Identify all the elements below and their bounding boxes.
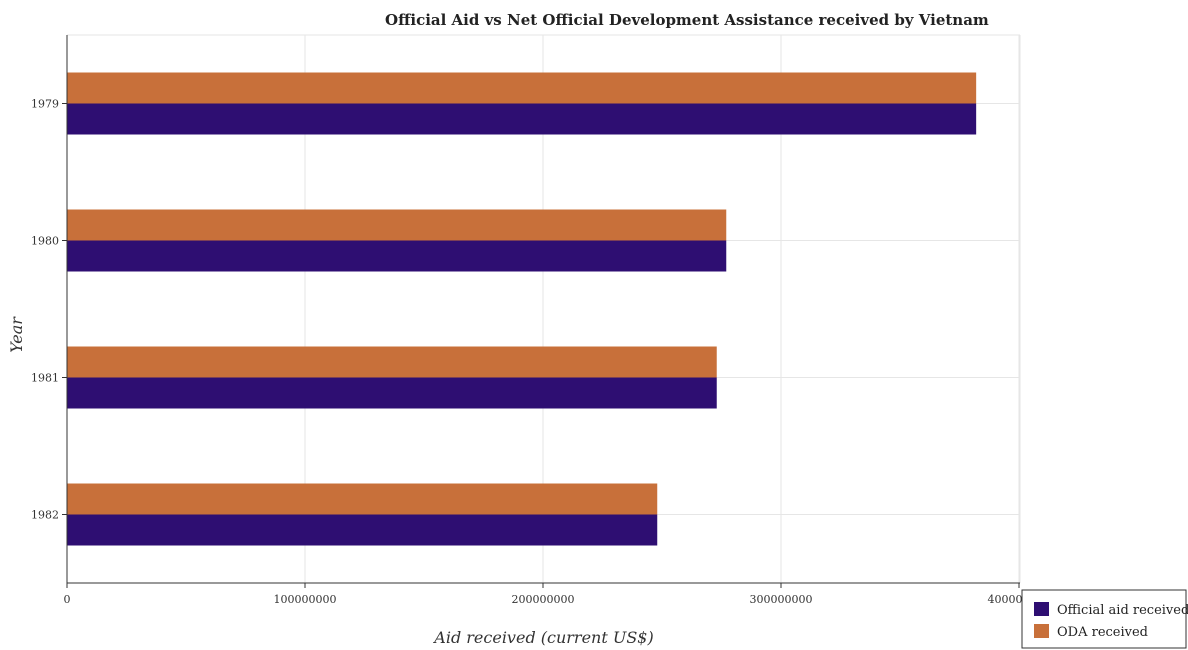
bar-official-aid-1982: [67, 514, 658, 546]
y-tick-label: 1981: [31, 372, 59, 385]
bar-oda-1981: [67, 346, 717, 378]
y-tick-label: 1979: [31, 98, 59, 111]
x-tick-label: 200000000: [512, 593, 575, 606]
x-tick-label: 100000000: [274, 593, 337, 606]
bar-official-aid-1980: [67, 240, 727, 272]
bar-official-aid-1979: [67, 103, 977, 135]
legend-label: Official aid received: [1057, 603, 1188, 618]
legend: Official aid received ODA received: [1021, 589, 1188, 649]
bar-oda-1980: [67, 209, 727, 241]
x-axis: 0 100000000 200000000 300000000 400000000: [64, 582, 1051, 606]
y-axis: 1979 1980 1981 1982: [31, 35, 68, 583]
y-tick-label: 1982: [31, 509, 59, 522]
chart-title: Official Aid vs Net Official Development…: [385, 11, 989, 29]
bar-oda-1979: [67, 72, 977, 104]
bar-oda-1982: [67, 483, 658, 515]
bar-official-aid-1981: [67, 377, 717, 409]
y-tick-label: 1980: [31, 235, 59, 248]
bars: [67, 72, 977, 546]
x-tick-label: 0: [64, 593, 71, 606]
legend-swatch: [1034, 602, 1049, 616]
legend-box: [1021, 589, 1187, 649]
legend-label: ODA received: [1057, 625, 1148, 640]
y-axis-label: Year: [7, 316, 26, 353]
x-axis-label: Aid received (current US$): [432, 628, 653, 647]
legend-swatch: [1034, 624, 1049, 638]
x-tick-label: 300000000: [750, 593, 813, 606]
